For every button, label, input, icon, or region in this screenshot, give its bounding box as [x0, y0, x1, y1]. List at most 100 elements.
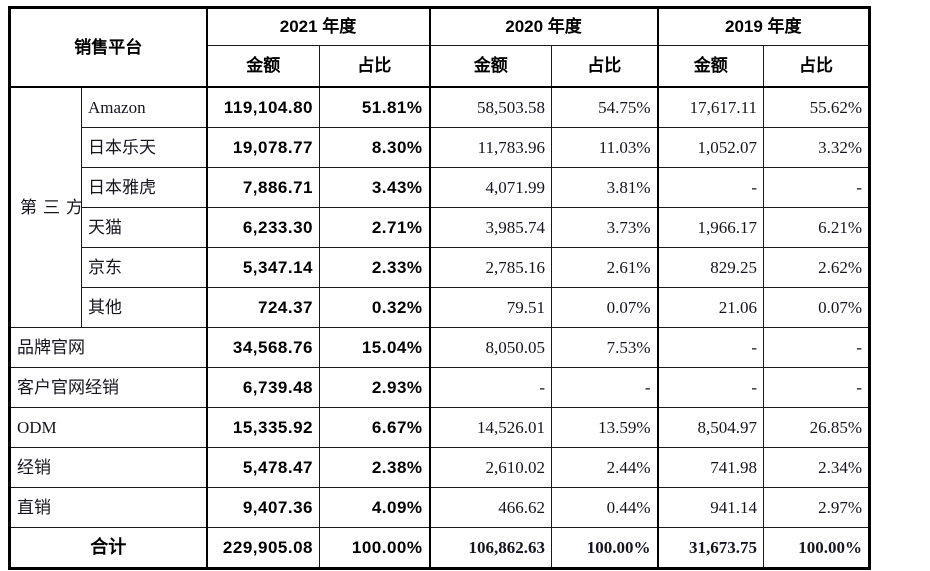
table-row-rakuten: 日本乐天 19,078.77 8.30% 11,783.96 11.03% 1,…	[10, 127, 871, 168]
row-label: 日本雅虎	[81, 167, 207, 208]
group-label-third-party-platform: 第三方平台	[9, 86, 82, 328]
cell-2021-amount: 7,886.71	[205, 167, 320, 208]
cell-2020-amount: 8,050.05	[428, 327, 553, 368]
header-year-2021: 2021 年度	[205, 7, 431, 46]
header-year-row: 销售平台 2021 年度 2020 年度 2019 年度	[9, 7, 871, 88]
cell-2020-ratio: 100.00%	[551, 527, 659, 569]
row-label: 客户官网经销	[9, 367, 207, 408]
cell-2020-ratio: 3.81%	[551, 167, 659, 208]
cell-2019-ratio: 100.00%	[763, 527, 871, 569]
header-ratio-2020: 占比	[551, 45, 659, 88]
cell-2021-ratio: 100.00%	[318, 527, 431, 569]
cell-2019-amount: 8,504.97	[656, 407, 765, 448]
cell-2019-amount: 21.06	[656, 287, 765, 328]
header-year-2020: 2020 年度	[428, 7, 659, 46]
cell-2021-ratio: 0.32%	[318, 287, 431, 328]
cell-2019-amount: 31,673.75	[656, 527, 765, 569]
cell-2019-amount: -	[656, 327, 765, 368]
header-amount-2020: 金额	[428, 45, 553, 88]
cell-2019-ratio: 2.62%	[763, 247, 871, 288]
cell-2021-amount: 6,233.30	[205, 207, 320, 248]
header-year-2019: 2019 年度	[656, 7, 871, 46]
cell-2019-ratio: 2.34%	[763, 447, 871, 488]
cell-2021-amount: 724.37	[205, 287, 320, 328]
sales-platform-table: 销售平台 2021 年度 2020 年度 2019 年度 金额 占比 金额 占比…	[8, 6, 872, 570]
cell-2019-amount: 829.25	[656, 247, 765, 288]
cell-2021-amount: 19,078.77	[205, 127, 320, 168]
header-amount-2021: 金额	[205, 45, 320, 88]
header-ratio-2021: 占比	[318, 45, 431, 88]
row-label: 经销	[9, 447, 207, 488]
cell-2020-amount: 58,503.58	[428, 86, 553, 128]
table-row-amazon: 第三方平台 Amazon 119,104.80 51.81% 58,503.58…	[9, 86, 871, 328]
cell-2020-ratio: 0.44%	[551, 487, 659, 528]
cell-2021-amount: 5,478.47	[205, 447, 320, 488]
table-row-other: 其他 724.37 0.32% 79.51 0.07% 21.06 0.07%	[10, 287, 871, 328]
cell-2019-ratio: 3.32%	[763, 127, 871, 168]
cell-2021-ratio: 51.81%	[318, 86, 431, 128]
cell-2021-ratio: 3.43%	[318, 167, 431, 208]
row-label: ODM	[9, 407, 207, 448]
cell-2021-amount: 15,335.92	[205, 407, 320, 448]
row-label: 其他	[81, 287, 207, 328]
cell-2019-amount: 1,966.17	[656, 207, 765, 248]
cell-2019-ratio: 55.62%	[763, 86, 871, 128]
table-header: 销售平台 2021 年度 2020 年度 2019 年度 金额 占比 金额 占比…	[9, 7, 871, 88]
cell-2020-ratio: 2.44%	[551, 447, 659, 488]
cell-2019-ratio: 6.21%	[763, 207, 871, 248]
cell-2020-amount: 79.51	[428, 287, 553, 328]
table-row-brand-site: 品牌官网 34,568.76 15.04% 8,050.05 7.53% - -	[9, 327, 871, 368]
cell-2020-amount: 14,526.01	[428, 407, 553, 448]
cell-2021-amount: 5,347.14	[205, 247, 320, 288]
cell-2019-amount: 941.14	[656, 487, 765, 528]
table-row-distribution: 经销 5,478.47 2.38% 2,610.02 2.44% 741.98 …	[9, 447, 871, 488]
group-label-text: 第三方平台	[20, 197, 81, 217]
cell-2020-amount: 2,610.02	[428, 447, 553, 488]
cell-2021-ratio: 8.30%	[318, 127, 431, 168]
cell-2021-ratio: 2.38%	[318, 447, 431, 488]
cell-2020-amount: 466.62	[428, 487, 553, 528]
row-label: 直销	[9, 487, 207, 528]
cell-2020-amount: 106,862.63	[428, 527, 553, 569]
cell-2021-amount: 9,407.36	[205, 487, 320, 528]
cell-2020-amount: 3,985.74	[428, 207, 553, 248]
cell-2020-ratio: 0.07%	[551, 287, 659, 328]
cell-2020-amount: -	[428, 367, 553, 408]
cell-2021-ratio: 2.33%	[318, 247, 431, 288]
cell-2020-amount: 2,785.16	[428, 247, 553, 288]
table-row-customer-site: 客户官网经销 6,739.48 2.93% - - - -	[9, 367, 871, 408]
cell-2019-amount: -	[656, 367, 765, 408]
table-row-yahoo-japan: 日本雅虎 7,886.71 3.43% 4,071.99 3.81% - -	[10, 167, 871, 208]
header-platform: 销售平台	[9, 7, 207, 88]
cell-2020-ratio: 3.73%	[551, 207, 659, 248]
cell-2021-amount: 229,905.08	[205, 527, 320, 569]
cell-2019-amount: -	[656, 167, 765, 208]
cell-2020-ratio: 7.53%	[551, 327, 659, 368]
cell-2020-ratio: -	[551, 367, 659, 408]
row-label: 品牌官网	[9, 327, 207, 368]
cell-2019-ratio: -	[763, 327, 871, 368]
cell-2020-ratio: 2.61%	[551, 247, 659, 288]
cell-2019-ratio: 2.97%	[763, 487, 871, 528]
cell-2019-amount: 741.98	[656, 447, 765, 488]
cell-2019-amount: 17,617.11	[656, 86, 765, 128]
cell-2020-amount: 11,783.96	[428, 127, 553, 168]
cell-2019-ratio: -	[763, 367, 871, 408]
cell-2021-ratio: 15.04%	[318, 327, 431, 368]
cell-2019-ratio: 26.85%	[763, 407, 871, 448]
table-body: 第三方平台 Amazon 119,104.80 51.81% 58,503.58…	[9, 86, 871, 569]
row-label: 京东	[81, 247, 207, 288]
cell-2021-ratio: 2.71%	[318, 207, 431, 248]
cell-2021-amount: 119,104.80	[205, 86, 320, 128]
table-row-odm: ODM 15,335.92 6.67% 14,526.01 13.59% 8,5…	[9, 407, 871, 448]
table-row-total: 合计 229,905.08 100.00% 106,862.63 100.00%…	[9, 527, 871, 569]
table-row-jd: 京东 5,347.14 2.33% 2,785.16 2.61% 829.25 …	[10, 247, 871, 288]
header-sub-row: 金额 占比 金额 占比 金额 占比	[10, 45, 871, 88]
row-label: 日本乐天	[81, 127, 207, 168]
cell-2021-amount: 34,568.76	[205, 327, 320, 368]
row-label: Amazon	[81, 86, 207, 128]
cell-2020-ratio: 54.75%	[551, 86, 659, 128]
cell-2020-ratio: 11.03%	[551, 127, 659, 168]
cell-2019-ratio: 0.07%	[763, 287, 871, 328]
